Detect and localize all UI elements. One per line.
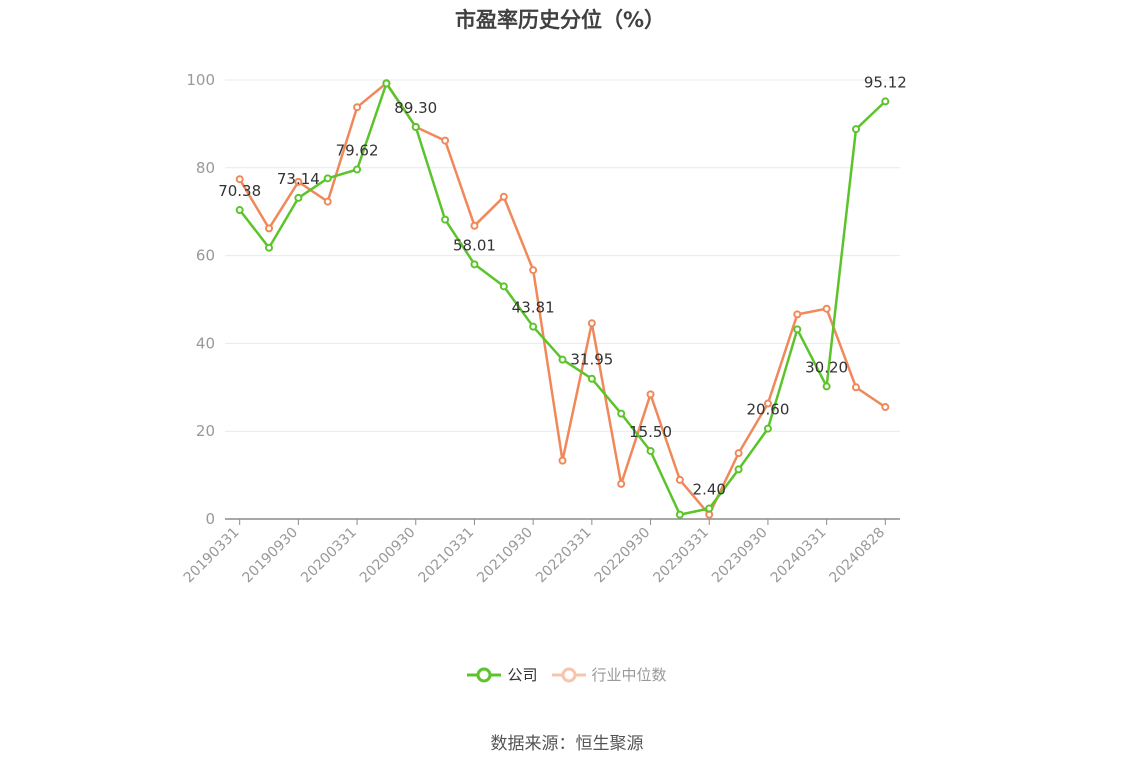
data-point-company — [881, 97, 890, 106]
x-tick-label: 20190331 — [181, 525, 243, 587]
y-tick-label: 80 — [196, 159, 215, 177]
legend-company-marker-icon — [467, 667, 502, 682]
x-tick-label: 20210331 — [416, 525, 478, 587]
data-point-industry — [235, 175, 244, 184]
x-tick-label: 20200331 — [298, 525, 360, 587]
data-point-industry — [353, 103, 362, 112]
data-point-company — [705, 504, 714, 513]
x-tick-label: 20230930 — [709, 525, 771, 587]
data-point-company — [353, 165, 362, 174]
data-point-company — [558, 355, 567, 364]
data-point-industry — [851, 383, 860, 392]
data-point-industry — [646, 390, 655, 399]
data-label: 43.81 — [512, 299, 555, 317]
legend: 公司 行业中位数 — [0, 664, 1134, 685]
data-point-industry — [558, 456, 567, 465]
data-label: 15.50 — [629, 423, 672, 441]
data-labels: 70.38 73.14 79.62 89.30 58.01 43.81 31.95 15.50… — [218, 73, 907, 498]
legend-item-industry[interactable]: 行业中位数 — [551, 664, 667, 685]
data-point-company — [265, 243, 274, 252]
y-tick-label: 60 — [196, 247, 215, 265]
data-point-company — [441, 215, 450, 224]
data-point-company — [382, 79, 391, 88]
data-point-company — [763, 424, 772, 433]
series-layer — [235, 79, 890, 519]
x-tick-label: 20240828 — [826, 525, 888, 587]
data-point-company — [294, 193, 303, 202]
data-label: 2.40 — [693, 480, 726, 498]
legend-industry-marker-icon — [551, 667, 586, 682]
data-point-industry — [734, 449, 743, 458]
data-point-company — [793, 325, 802, 334]
data-point-industry — [323, 197, 332, 206]
data-point-industry — [587, 319, 596, 328]
data-label: 30.20 — [805, 358, 848, 376]
data-point-industry — [529, 266, 538, 275]
data-label: 95.12 — [864, 73, 907, 91]
x-tick-label: 20190930 — [239, 525, 301, 587]
x-tick-label: 20230331 — [650, 525, 712, 587]
data-point-industry — [763, 399, 772, 408]
data-point-company — [617, 409, 626, 418]
data-point-industry — [822, 304, 831, 313]
y-tick-label: 100 — [186, 71, 215, 89]
y-tick-label: 0 — [205, 510, 215, 528]
data-point-industry — [617, 479, 626, 488]
data-point-industry — [470, 221, 479, 230]
data-label: 58.01 — [453, 236, 496, 254]
grid-lines — [225, 79, 900, 432]
data-point-industry — [265, 224, 274, 233]
legend-company-label: 公司 — [507, 666, 538, 684]
data-point-company — [675, 510, 684, 519]
x-tick-label: 20210930 — [474, 525, 536, 587]
y-tick-label: 40 — [196, 334, 215, 352]
data-point-industry — [294, 177, 303, 186]
data-point-industry — [441, 136, 450, 145]
data-point-industry — [881, 403, 890, 412]
legend-industry-label: 行业中位数 — [591, 666, 667, 684]
data-point-company — [587, 374, 596, 383]
data-label: 70.38 — [218, 182, 261, 200]
data-point-company — [529, 322, 538, 331]
data-point-company — [734, 465, 743, 474]
x-tick-label: 20220930 — [592, 525, 654, 587]
data-point-company — [411, 122, 420, 131]
data-label: 73.14 — [277, 170, 320, 188]
data-source-note: 数据来源：恒生聚源 — [490, 734, 644, 754]
x-tick-label: 20200930 — [357, 525, 419, 587]
data-point-industry — [675, 475, 684, 484]
data-label: 31.95 — [570, 351, 613, 369]
data-point-company — [822, 382, 831, 391]
x-tick-label: 20240331 — [768, 525, 830, 587]
data-point-industry — [705, 510, 714, 519]
data-label: 89.30 — [394, 99, 437, 117]
data-point-industry — [499, 192, 508, 201]
data-point-company — [470, 260, 479, 269]
line-chart: 0 20 40 60 80 100 2019033120190930202003312020… — [181, 71, 907, 587]
y-tick-label: 20 — [196, 422, 215, 440]
x-tick-label: 20220331 — [533, 525, 595, 587]
data-point-company — [235, 206, 244, 215]
data-point-industry — [793, 310, 802, 319]
chart-title: 市盈率历史分位（%） — [454, 8, 666, 32]
data-point-company — [499, 282, 508, 291]
data-point-company — [851, 125, 860, 134]
data-label: 20.60 — [746, 401, 789, 419]
data-point-company — [323, 174, 332, 183]
data-point-company — [646, 446, 655, 455]
data-label: 79.62 — [336, 141, 379, 159]
legend-item-company[interactable]: 公司 — [467, 664, 538, 685]
